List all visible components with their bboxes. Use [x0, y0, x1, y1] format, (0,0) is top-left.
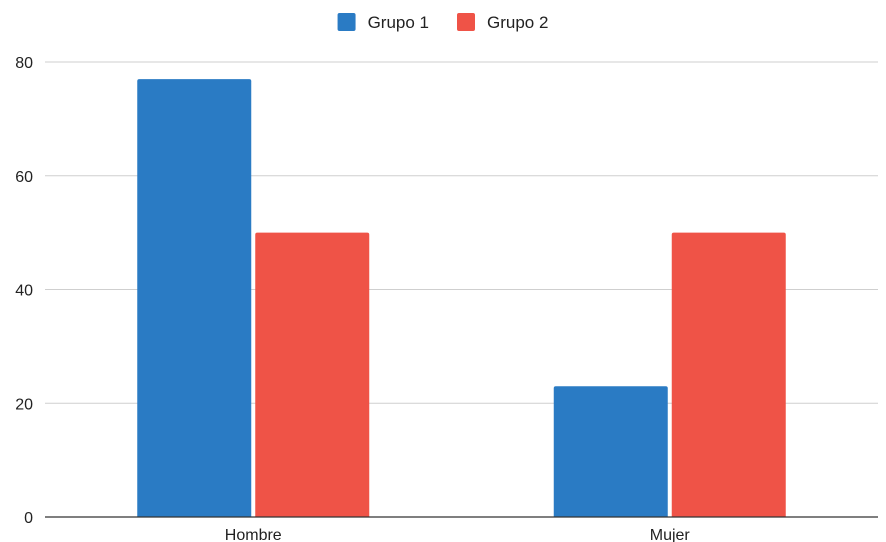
bar-grupo-1-mujer: [553, 386, 668, 517]
bar-grupo-2-mujer: [671, 232, 786, 517]
y-tick-label: 0: [24, 510, 33, 527]
y-tick-label: 20: [15, 396, 33, 413]
bars: [137, 79, 786, 517]
legend-label: Grupo 1: [368, 13, 429, 32]
legend-label: Grupo 2: [487, 13, 548, 32]
legend: Grupo 1 Grupo 2: [337, 13, 548, 32]
y-axis-tick-labels: 0 20 40 60 80: [15, 55, 33, 527]
x-tick-label: Mujer: [650, 527, 691, 542]
y-tick-label: 60: [15, 169, 33, 186]
legend-swatch: [457, 13, 475, 31]
legend-swatch: [337, 13, 356, 31]
bar-grupo-2-hombre: [255, 232, 370, 517]
bar-grupo-1-hombre: [137, 79, 252, 517]
x-axis-tick-labels: Hombre Mujer: [225, 527, 691, 542]
y-tick-label: 40: [15, 283, 33, 300]
x-tick-label: Hombre: [225, 527, 282, 542]
y-tick-label: 80: [15, 55, 33, 72]
